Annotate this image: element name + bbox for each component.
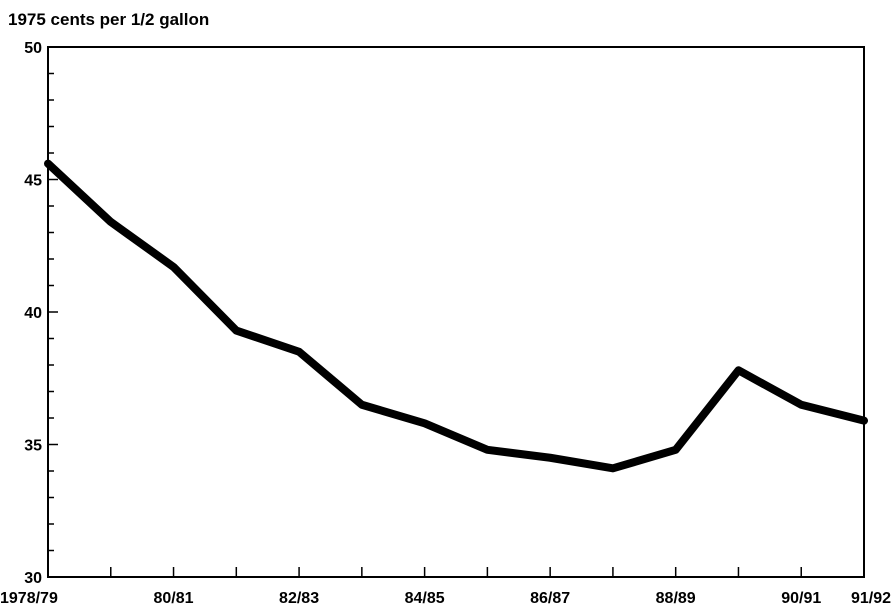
data-point — [47, 162, 49, 165]
series-group — [44, 159, 868, 473]
y-tick-label: 40 — [24, 305, 42, 322]
x-tick-label: 86/87 — [530, 590, 570, 607]
x-tick-label: 88/89 — [656, 590, 696, 607]
data-point — [737, 369, 740, 372]
x-tick-label: 1978/79 — [0, 590, 58, 607]
y-tick-label: 30 — [24, 570, 42, 587]
series-line — [44, 159, 868, 473]
data-point — [109, 220, 112, 223]
y-axis-label: 1975 cents per 1/2 gallon — [8, 10, 209, 29]
data-point — [360, 403, 363, 406]
y-tick-label: 50 — [24, 40, 42, 57]
x-tick-label: 80/81 — [154, 590, 194, 607]
x-tick-label: 84/85 — [405, 590, 445, 607]
x-ticks: 1978/79 80/81 82/83 84/85 86/87 88/89 90/91 91/… — [0, 567, 891, 607]
data-point — [549, 456, 552, 459]
data-point — [611, 467, 614, 470]
x-tick-label: 82/83 — [279, 590, 319, 607]
data-point — [235, 329, 238, 332]
data-point — [486, 448, 489, 451]
data-point — [298, 350, 301, 353]
data-point — [172, 265, 175, 268]
data-point — [423, 422, 426, 425]
data-point — [800, 403, 803, 406]
data-point — [863, 419, 865, 422]
x-tick-label: 90/91 — [781, 590, 821, 607]
axes — [47, 46, 865, 578]
x-tick-label: 91/92 — [851, 590, 891, 607]
plot-frame — [47, 46, 865, 578]
y-tick-label: 35 — [24, 438, 42, 455]
y-ticks: 30 35 40 45 50 — [24, 40, 58, 587]
data-point — [674, 448, 677, 451]
y-tick-label: 45 — [24, 173, 42, 190]
